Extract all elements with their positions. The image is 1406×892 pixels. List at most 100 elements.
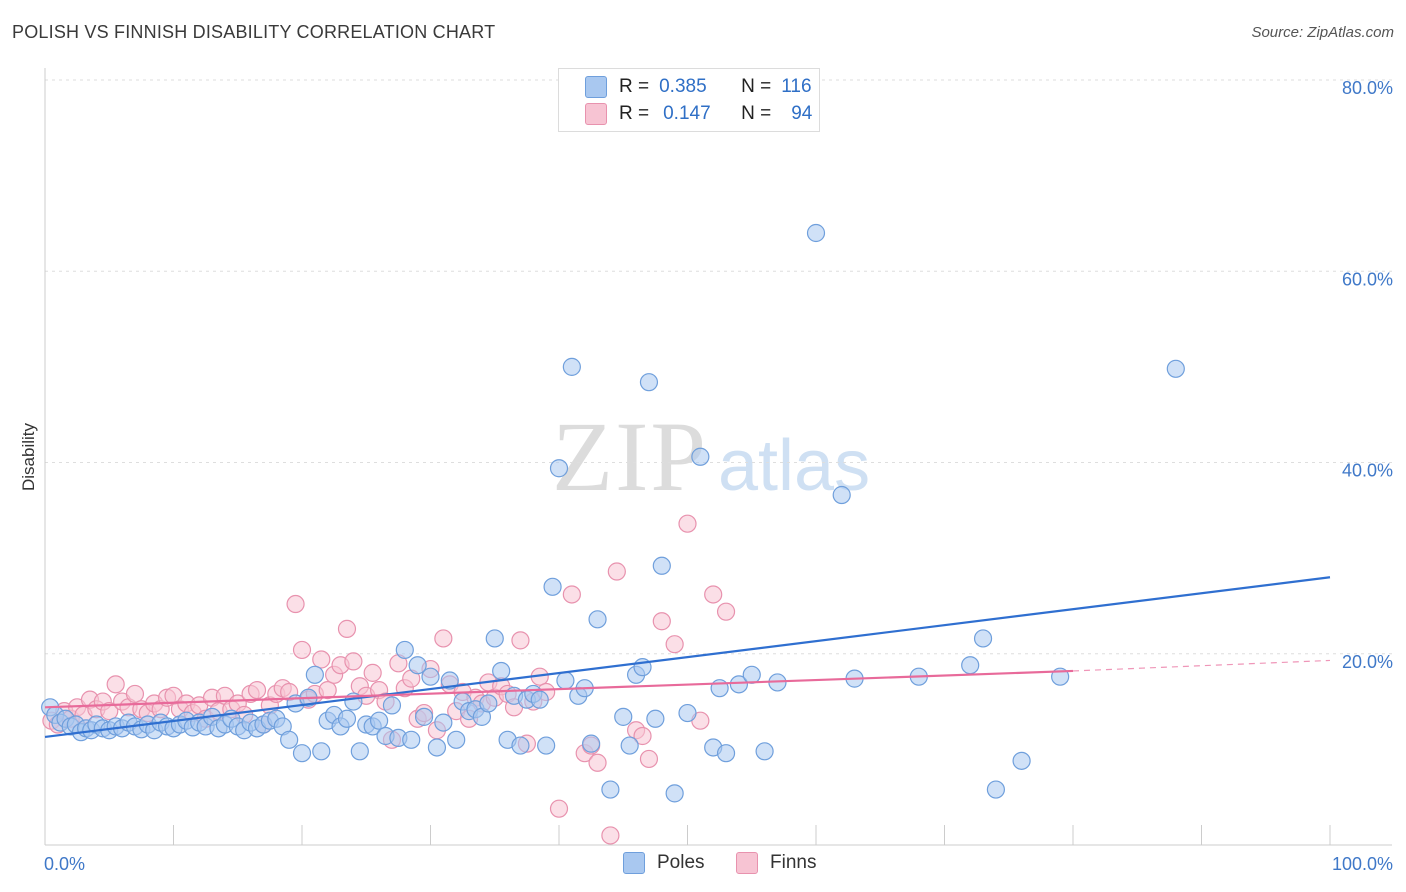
poles-point — [691, 447, 710, 466]
poles-point — [479, 694, 498, 713]
legend-n-value: 116 — [781, 76, 812, 97]
poles-point — [832, 485, 851, 505]
series-label-poles: Poles — [657, 852, 705, 873]
finns-point — [678, 514, 697, 533]
poles-point — [337, 709, 357, 728]
finns-point — [588, 753, 607, 772]
legend-row-poles: R = 0.385 N = 116 — [585, 75, 812, 99]
poles-point — [652, 556, 671, 575]
poles-point — [1012, 751, 1031, 770]
poles-point — [620, 736, 639, 755]
finns-point — [337, 619, 357, 638]
legend-n-value: 94 — [791, 103, 813, 124]
series-label-finns: Finns — [770, 852, 817, 873]
legend-r-value: 0.147 — [663, 103, 711, 124]
poles-point — [755, 742, 774, 761]
finns-point — [286, 594, 305, 614]
finns-point — [549, 799, 569, 818]
poles-point — [492, 661, 511, 681]
poles-point — [973, 629, 993, 648]
poles-point — [582, 734, 601, 753]
poles-point — [530, 690, 549, 709]
finns-point — [639, 749, 659, 769]
legend-r-label: R = — [619, 103, 650, 124]
series-legend-poles[interactable]: Poles — [623, 852, 705, 874]
y-tick-labels: 20.0% 40.0% 60.0% 80.0% — [1342, 78, 1393, 672]
finns-point — [318, 680, 337, 700]
finns-trend-line — [44, 669, 1074, 709]
finns-point — [106, 675, 125, 694]
finns-point — [704, 585, 723, 604]
series-legend: Poles Finns — [0, 852, 1406, 878]
poles-point — [511, 736, 530, 755]
finns-point — [125, 684, 145, 704]
legend-swatch-poles — [585, 76, 607, 98]
poles-point — [806, 223, 826, 243]
poles-point — [646, 709, 665, 728]
legend-r-label: R = — [619, 76, 650, 97]
poles-point — [716, 744, 736, 763]
poles-point — [395, 640, 414, 660]
legend-swatch-finns — [585, 103, 607, 125]
poles-point — [678, 703, 697, 723]
trend-lines — [44, 576, 1331, 739]
legend-r-value: 0.385 — [659, 76, 707, 97]
finns-trend-extension — [1072, 659, 1331, 672]
legend-n-label: N = — [741, 103, 772, 124]
poles-point — [986, 780, 1006, 799]
poles-point — [447, 730, 466, 749]
finns-point — [716, 602, 736, 621]
poles-point — [961, 656, 980, 675]
poles-point — [549, 459, 569, 478]
source-label: Source: ZipAtlas.com — [1251, 24, 1394, 41]
poles-point — [402, 730, 421, 749]
finns-point — [652, 612, 671, 631]
finns-point — [562, 585, 581, 604]
poles-point — [588, 610, 607, 629]
poles-point — [382, 696, 402, 715]
finns-point — [601, 826, 620, 845]
y-tick-label: 20.0% — [1342, 652, 1393, 672]
poles-point — [370, 711, 389, 730]
poles-point — [292, 744, 312, 763]
finns-point — [434, 629, 453, 648]
finns-point — [665, 635, 684, 654]
poles-point — [665, 784, 684, 803]
poles-point — [434, 713, 453, 732]
poles-point — [562, 357, 581, 376]
finns-point — [511, 631, 530, 650]
legend-n-label: N = — [741, 76, 772, 97]
y-tick-label: 60.0% — [1342, 269, 1393, 289]
legend-row-finns: R = 0.147 N = 94 — [585, 102, 812, 126]
grid-lines — [45, 79, 1392, 655]
finns-point — [363, 663, 382, 682]
poles-point — [485, 629, 504, 648]
x-tick-label: 100.0% — [1332, 854, 1393, 874]
poles-point — [639, 373, 659, 392]
x-tick-label: 0.0% — [44, 854, 85, 874]
y-axis-title: Disability — [19, 422, 38, 491]
correlation-legend: R = 0.385 N = 116 R = 0.147 N = 94 — [558, 68, 820, 132]
poles-point — [537, 736, 556, 755]
poles-point — [414, 707, 434, 726]
finns-point — [247, 680, 267, 700]
poles-point — [312, 742, 331, 761]
poles-point — [601, 780, 620, 799]
finns-point — [100, 702, 119, 721]
y-tick-label: 40.0% — [1342, 461, 1393, 481]
poles-point — [729, 675, 749, 694]
finns-point — [633, 726, 652, 746]
finns-point — [607, 562, 626, 581]
poles-point — [614, 707, 633, 726]
poles-point — [427, 738, 447, 757]
finns-point — [292, 640, 312, 660]
series-swatch-finns — [736, 852, 758, 874]
series-legend-finns[interactable]: Finns — [736, 852, 816, 874]
poles-point — [408, 656, 427, 675]
watermark-zip: ZIP — [552, 401, 708, 512]
poles-point — [421, 667, 440, 686]
poles-point — [742, 665, 761, 684]
poles-point — [543, 577, 562, 596]
poles-point — [280, 730, 299, 749]
